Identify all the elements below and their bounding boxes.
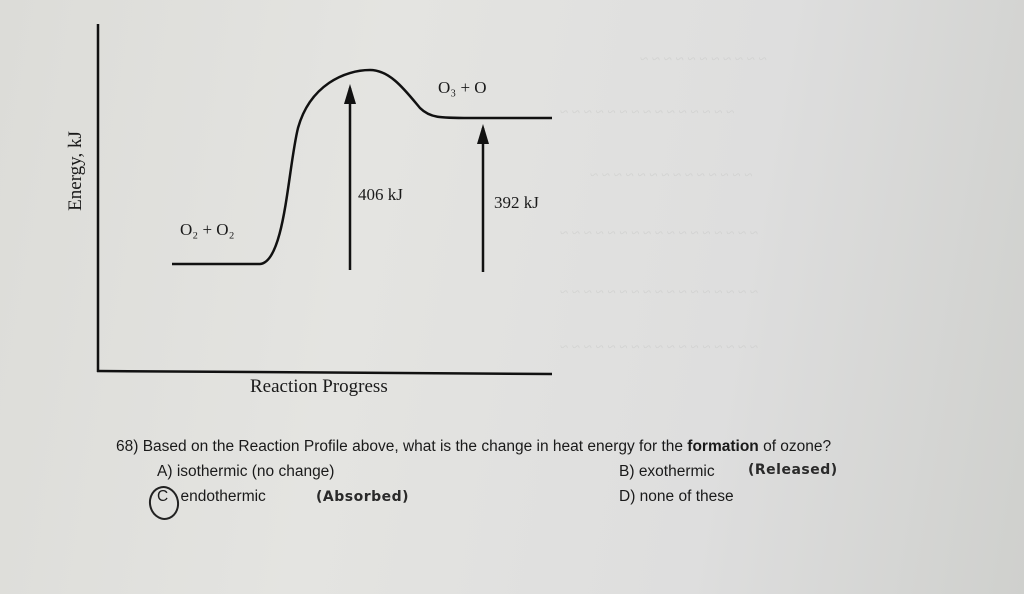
activation-energy-label: 406 kJ [358,185,403,204]
option-letter: C [157,488,169,505]
question-68: 68) Based on the Reaction Profile above,… [116,438,831,456]
reactants-label: O₂ + O₂ [180,220,235,239]
option-a[interactable]: A) isothermic (no change) [157,463,334,481]
handwritten-note-released: (Released) [748,462,838,478]
reaction-energy-arrowhead [477,124,489,144]
products-label: O₃ + O [438,78,487,97]
option-letter: D) [619,488,636,505]
option-d[interactable]: D) none of these [619,488,734,506]
option-text: exothermic [638,463,715,480]
question-text: Based on the Reaction Profile above, wha… [142,438,688,455]
energy-profile-curve [172,68,552,266]
question-text-end: of ozone? [758,438,832,455]
question-number: 68) [116,438,139,455]
option-b[interactable]: B) exothermic [619,463,715,481]
option-letter: A) [157,463,173,480]
reaction-energy-label: 392 kJ [494,193,539,212]
question-emphasis: formation [687,438,759,455]
option-text: none of these [639,488,734,505]
option-letter: B) [619,463,635,480]
y-axis-label: Energy, kJ [65,131,86,211]
option-text: isothermic (no change) [176,463,335,480]
x-axis [96,369,553,376]
option-text: endothermic [180,488,266,505]
x-axis-label: Reaction Progress [250,376,388,397]
option-c[interactable]: C endothermic [157,488,266,506]
handwritten-note-absorbed: (Absorbed) [316,489,410,505]
activation-energy-arrowhead [344,84,356,104]
